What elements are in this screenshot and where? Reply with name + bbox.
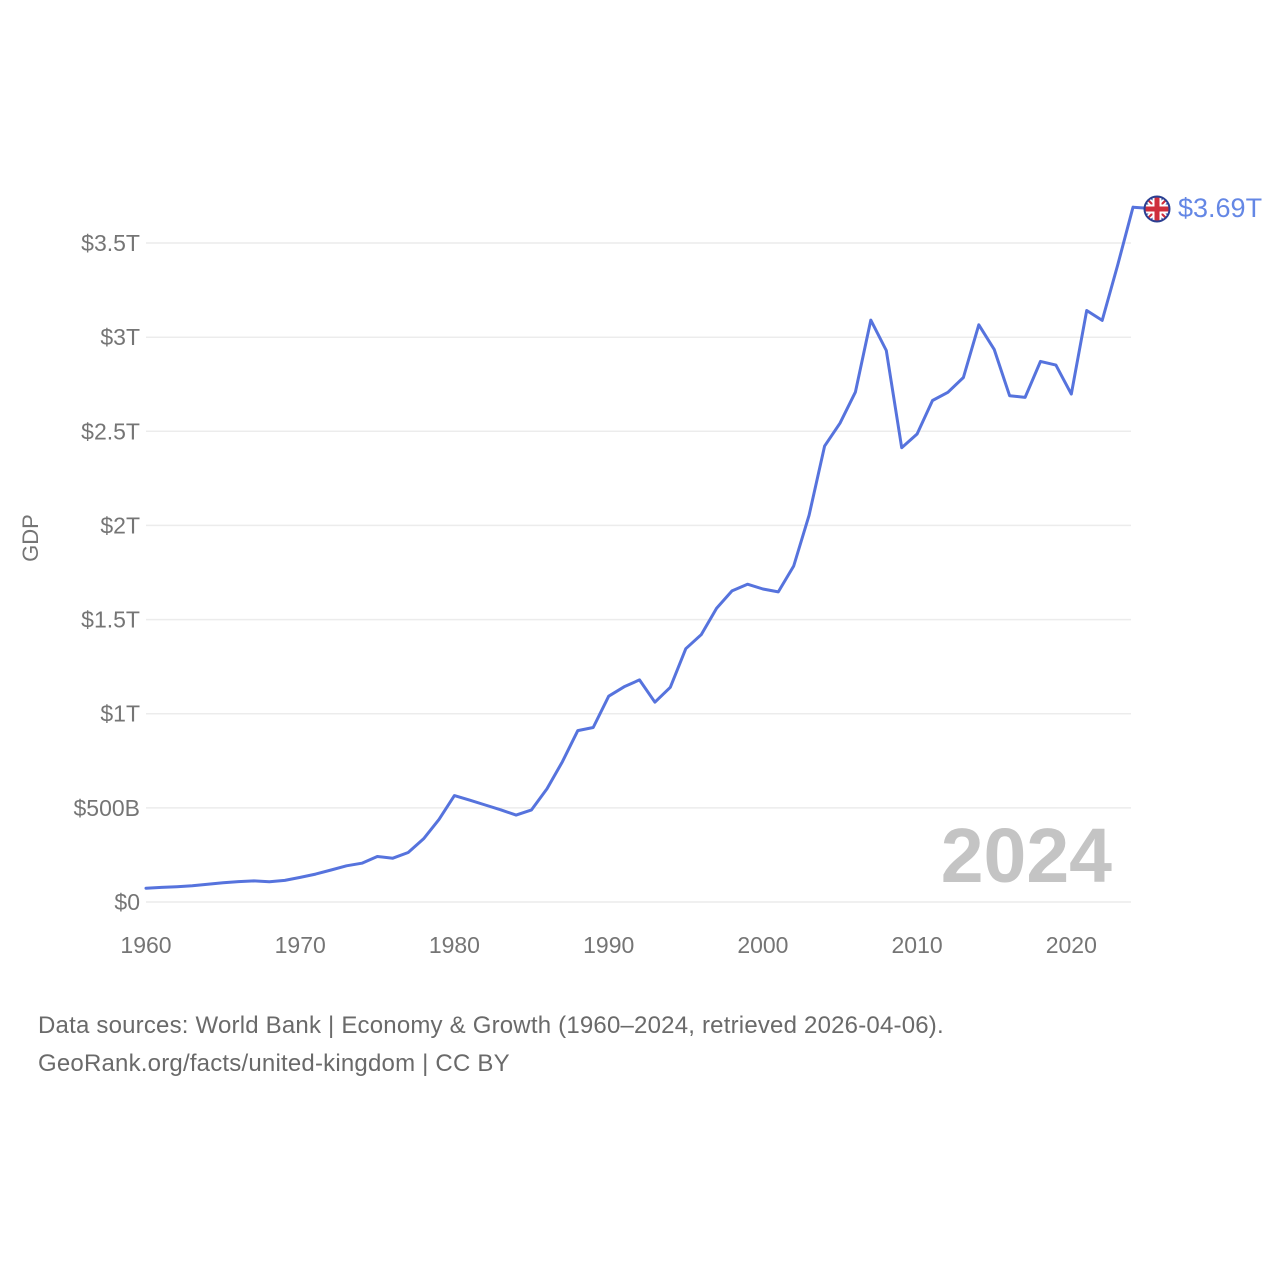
x-tick-label: 2020 — [1046, 932, 1097, 958]
y-axis-title: GDP — [18, 514, 43, 562]
y-tick-label: $3.5T — [81, 230, 140, 256]
x-tick-label: 1980 — [429, 932, 480, 958]
x-tick-label: 2010 — [892, 932, 943, 958]
y-tick-label: $500B — [73, 795, 140, 821]
x-tick-label: 1970 — [275, 932, 326, 958]
y-tick-label: $0 — [114, 889, 140, 915]
attribution-link-line: GeoRank.org/facts/united-kingdom | CC BY — [38, 1050, 510, 1077]
x-tick-label: 1990 — [583, 932, 634, 958]
end-value-label: $3.69T — [1178, 193, 1262, 223]
y-axis: $0 $500B $1T $1.5T $2T $2.5T $3T $3.5T — [73, 230, 1131, 915]
x-axis: 1960 1970 1980 1990 2000 2010 2020 — [120, 932, 1096, 958]
data-source-line: Data sources: World Bank | Economy & Gro… — [38, 1012, 944, 1039]
gdp-line-series — [144, 205, 1135, 890]
y-tick-label: $2T — [100, 512, 140, 538]
y-tick-label: $3T — [100, 324, 140, 350]
watermark-year: 2024 — [941, 813, 1112, 899]
y-tick-label: $2.5T — [81, 418, 140, 444]
uk-flag-icon — [1143, 195, 1171, 223]
y-tick-label: $1.5T — [81, 607, 140, 633]
x-tick-label: 1960 — [120, 932, 171, 958]
y-tick-label: $1T — [100, 701, 140, 727]
x-tick-label: 2000 — [737, 932, 788, 958]
data-source-attribution: Data sources: World Bank | Economy & Gro… — [38, 1007, 944, 1083]
